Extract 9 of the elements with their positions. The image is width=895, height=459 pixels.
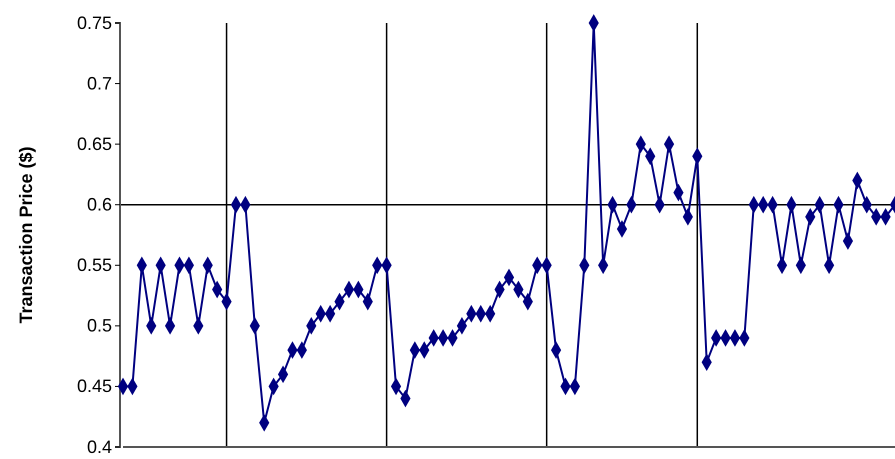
y-tick-label: 0.5 [86, 316, 112, 336]
y-axis-title: Transaction Price ($) [16, 146, 36, 324]
y-tick-label: 0.55 [76, 255, 112, 276]
y-tick-label: 0.75 [76, 12, 112, 33]
y-tick-label: 0.4 [86, 436, 112, 457]
y-tick-label: 0.7 [86, 73, 112, 94]
y-tick-label: 0.6 [86, 194, 112, 214]
y-tick-label: 0.65 [76, 134, 112, 154]
y-tick-label: 0.45 [76, 376, 112, 396]
